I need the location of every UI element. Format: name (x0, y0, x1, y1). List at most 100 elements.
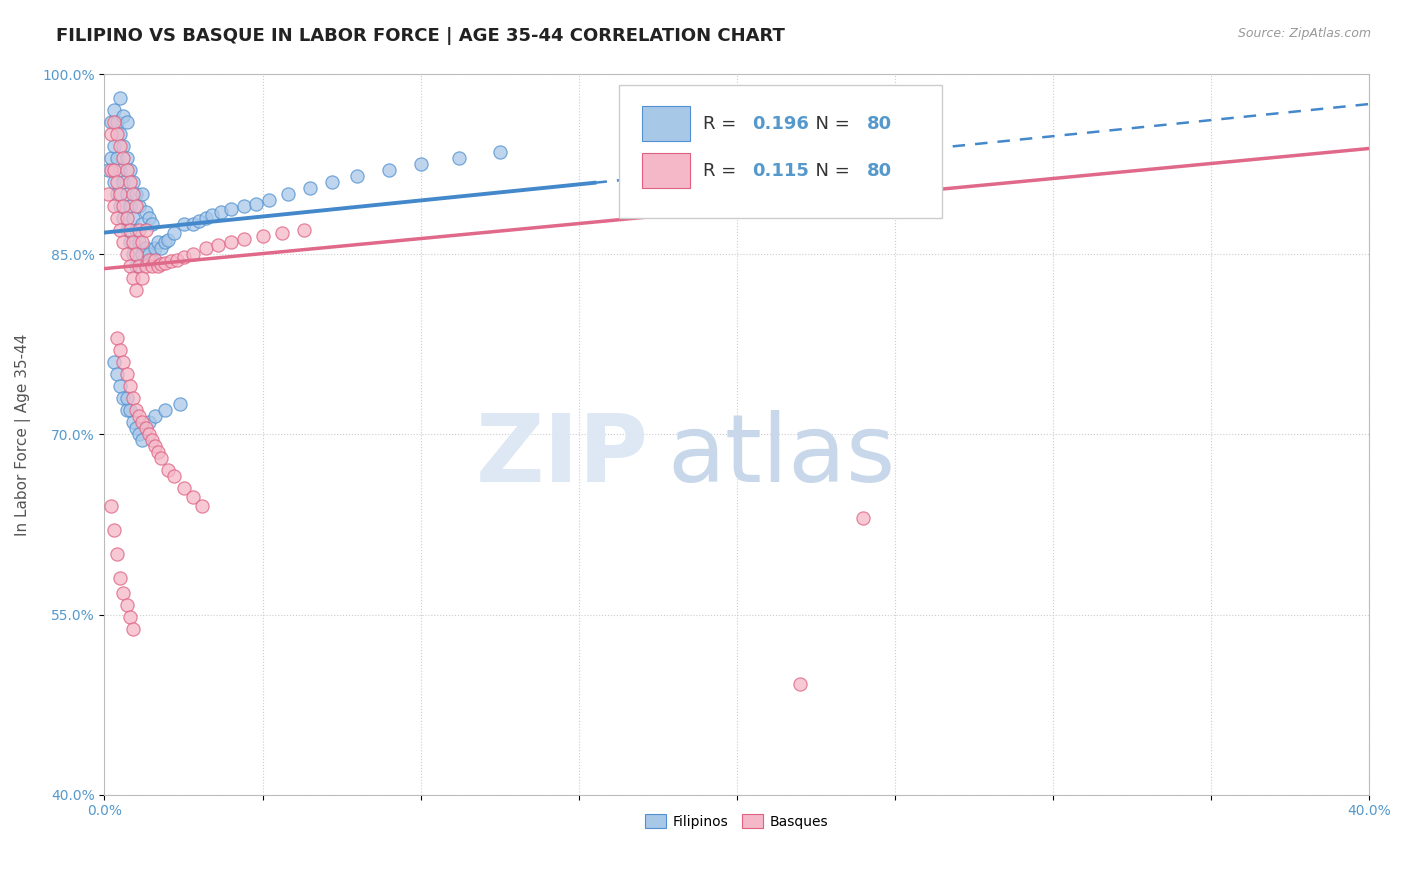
Point (105, 115, 128, 129)
Point (122, 187, 145, 202)
Legend: Filipinos, Basques: Filipinos, Basques (640, 809, 834, 835)
Point (112, 211, 135, 226)
Point (112, 586, 135, 600)
Point (97, 187, 120, 202)
Point (143, 253, 166, 268)
Point (100, 500, 122, 514)
Point (118, 379, 141, 393)
Point (245, 196, 267, 211)
FancyBboxPatch shape (619, 85, 942, 219)
Point (122, 175, 145, 189)
Point (112, 139, 135, 153)
Point (232, 199, 254, 213)
Point (789, 677, 811, 691)
Point (298, 181, 321, 195)
Point (125, 403, 148, 417)
Point (156, 463, 179, 477)
Point (103, 524, 125, 538)
Point (112, 151, 135, 165)
Point (122, 392, 145, 406)
Point (118, 199, 141, 213)
Point (194, 241, 217, 255)
Point (257, 193, 280, 207)
Point (141, 434, 163, 448)
Point (112, 109, 135, 123)
Point (112, 392, 135, 406)
Point (148, 445, 170, 459)
Point (105, 548, 128, 562)
Point (110, 163, 132, 178)
Point (118, 235, 141, 250)
Point (156, 233, 179, 247)
Point (131, 217, 153, 231)
Point (118, 175, 141, 189)
Point (346, 169, 368, 183)
Point (103, 115, 125, 129)
Point (150, 241, 173, 255)
Point (131, 415, 153, 429)
Point (110, 127, 132, 141)
Point (125, 421, 148, 435)
Text: ZIP: ZIP (475, 410, 648, 502)
Bar (643, 106, 690, 141)
Point (110, 199, 132, 213)
Point (103, 139, 125, 153)
Point (128, 259, 150, 273)
Text: N =: N = (804, 161, 855, 179)
Point (125, 259, 148, 273)
Point (488, 145, 510, 160)
Point (105, 151, 128, 165)
Point (128, 409, 150, 424)
Point (105, 368, 128, 382)
Point (191, 500, 214, 514)
Point (122, 235, 145, 250)
Point (131, 434, 153, 448)
Point (277, 187, 299, 202)
Point (118, 223, 141, 237)
Point (160, 254, 183, 268)
Point (135, 223, 157, 237)
Point (125, 223, 148, 237)
Point (292, 223, 315, 237)
Point (110, 187, 132, 202)
Point (138, 211, 160, 226)
Point (122, 211, 145, 226)
Point (141, 259, 163, 273)
Point (143, 439, 166, 453)
Point (105, 175, 128, 189)
Point (201, 208, 224, 222)
Point (112, 175, 135, 189)
Point (153, 403, 176, 417)
Point (131, 247, 153, 261)
Point (105, 187, 128, 202)
Point (105, 331, 128, 345)
Point (110, 379, 132, 393)
Point (115, 403, 138, 417)
Point (138, 253, 160, 268)
Point (105, 127, 128, 141)
Point (219, 202, 242, 216)
Point (110, 223, 132, 237)
Point (100, 127, 122, 141)
Text: 0.115: 0.115 (752, 161, 808, 179)
Point (143, 241, 166, 255)
Text: FILIPINO VS BASQUE IN LABOR FORCE | AGE 35-44 CORRELATION CHART: FILIPINO VS BASQUE IN LABOR FORCE | AGE … (56, 27, 785, 45)
Point (110, 572, 132, 586)
Point (128, 427, 150, 442)
Point (852, 511, 875, 525)
Point (153, 255, 176, 269)
Point (173, 482, 195, 496)
Point (115, 187, 138, 202)
Text: 0.196: 0.196 (752, 115, 808, 133)
Point (169, 397, 191, 411)
Point (232, 231, 254, 245)
Point (103, 163, 125, 178)
Point (100, 163, 122, 178)
Point (181, 490, 204, 504)
Point (150, 257, 173, 271)
Point (115, 247, 138, 261)
Point (128, 223, 150, 237)
Text: N =: N = (804, 115, 855, 133)
Point (115, 598, 138, 612)
Point (181, 247, 204, 261)
